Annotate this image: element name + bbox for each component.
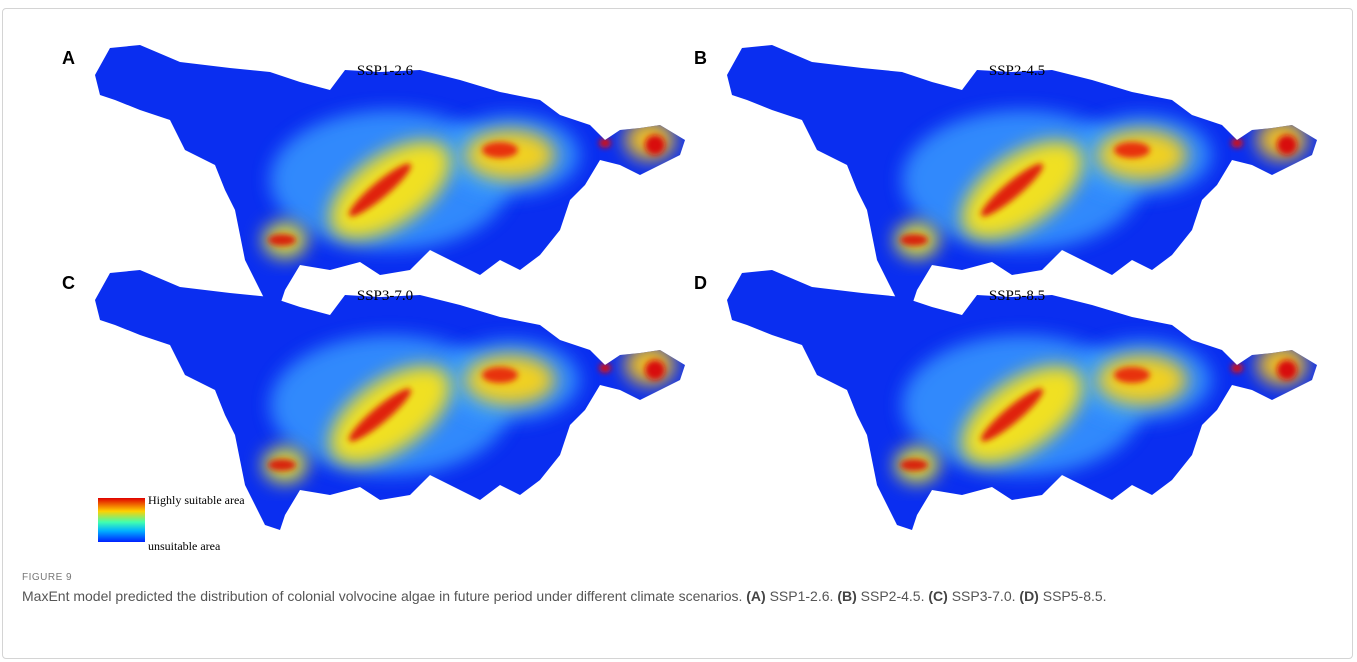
- legend-high: Highly suitable area: [148, 493, 245, 507]
- caption-item: SSP1-2.6.: [770, 588, 834, 604]
- map: [727, 45, 1317, 305]
- map: [95, 45, 685, 305]
- caption-tag: (C): [928, 588, 947, 604]
- panel: D SSP5-8.5: [694, 270, 1317, 530]
- panel-letter: A: [62, 48, 75, 68]
- panel-letter: B: [694, 48, 707, 68]
- caption-label: FIGURE 9: [22, 572, 72, 583]
- caption-item: SSP3-7.0.: [952, 588, 1016, 604]
- caption-tag: (A): [746, 588, 765, 604]
- legend-gradient: [98, 498, 145, 542]
- caption-item: SSP2-4.5.: [861, 588, 925, 604]
- legend: Highly suitable area unsuitable area: [98, 493, 245, 553]
- panel: A SSP1-2.6: [62, 45, 685, 305]
- map: [95, 270, 685, 530]
- panel-title: SSP1-2.6: [357, 63, 414, 79]
- panels: A SSP1-2.6 B SSP2-4.5 C SSP3-7.0 D SSP5-8.5: [62, 45, 1317, 530]
- caption-item: SSP5-8.5.: [1043, 588, 1107, 604]
- caption-tag: (D): [1019, 588, 1038, 604]
- panel: B SSP2-4.5: [694, 45, 1317, 305]
- caption: MaxEnt model predicted the distribution …: [22, 586, 1332, 606]
- map: [727, 270, 1317, 530]
- panel-title: SSP5-8.5: [989, 288, 1045, 304]
- caption-tag: (B): [837, 588, 856, 604]
- figure: A SSP1-2.6 B SSP2-4.5 C SSP3-7.0 D SSP5-8.5 Hig…: [0, 0, 1357, 662]
- caption-text: MaxEnt model predicted the distribution …: [22, 588, 742, 604]
- panel-letter: C: [62, 273, 75, 293]
- panel-title: SSP2-4.5: [989, 63, 1045, 79]
- panel-title: SSP3-7.0: [357, 288, 413, 304]
- panel-letter: D: [694, 273, 707, 293]
- legend-low: unsuitable area: [148, 539, 221, 553]
- panel: C SSP3-7.0: [62, 270, 685, 530]
